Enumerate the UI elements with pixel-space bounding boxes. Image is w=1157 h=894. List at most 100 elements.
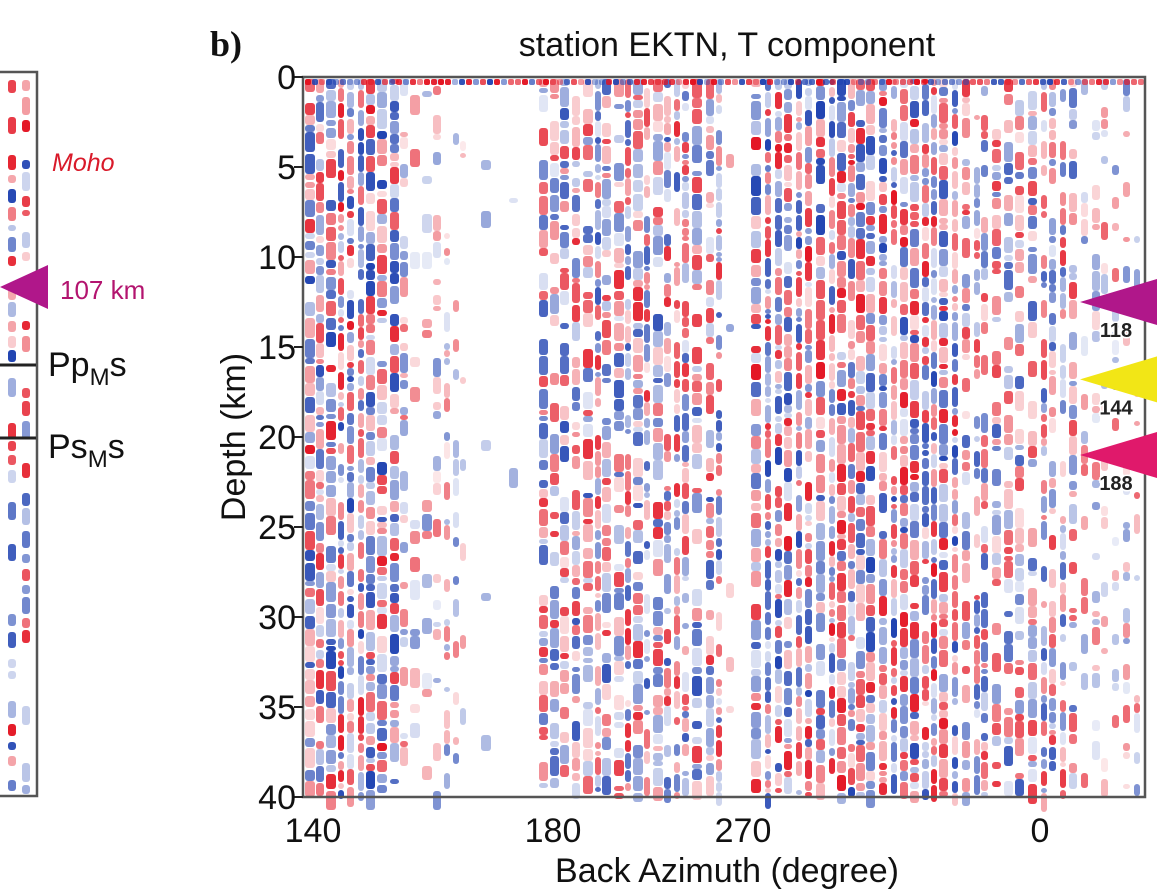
positive-amplitude [326, 421, 336, 440]
positive-amplitude [602, 295, 611, 301]
negative-amplitude [952, 677, 958, 697]
positive-amplitude [992, 351, 1001, 365]
negative-amplitude [1134, 269, 1140, 289]
positive-amplitude [431, 79, 437, 85]
positive-amplitude [347, 119, 354, 134]
negative-amplitude [1069, 273, 1077, 280]
negative-amplitude [866, 632, 875, 652]
positive-amplitude [674, 342, 680, 359]
negative-amplitude [1092, 673, 1100, 688]
negative-amplitude [602, 179, 611, 199]
negative-amplitude [837, 96, 846, 101]
positive-amplitude [305, 189, 315, 200]
negative-amplitude [706, 99, 714, 116]
positive-amplitude [347, 589, 354, 595]
negative-amplitude [935, 79, 941, 85]
negative-amplitude [625, 100, 631, 112]
negative-amplitude [1049, 342, 1056, 351]
negative-amplitude [316, 690, 324, 704]
positive-amplitude [1123, 182, 1130, 197]
positive-amplitude [952, 171, 958, 189]
negative-amplitude [572, 667, 580, 672]
negative-amplitude [560, 497, 569, 512]
negative-amplitude [326, 90, 336, 101]
negative-amplitude [992, 446, 1001, 451]
positive-amplitude [560, 375, 569, 386]
negative-amplitude [1041, 388, 1047, 403]
positive-amplitude [879, 473, 887, 481]
negative-amplitude [837, 551, 846, 561]
positive-amplitude [1041, 515, 1047, 520]
negative-amplitude [866, 752, 875, 771]
positive-amplitude [962, 327, 970, 339]
positive-amplitude [1041, 360, 1047, 380]
positive-amplitude [716, 262, 722, 280]
negative-amplitude [805, 699, 812, 717]
positive-amplitude [805, 262, 812, 281]
negative-amplitude [796, 667, 802, 687]
negative-amplitude [1092, 331, 1100, 342]
negative-amplitude [879, 128, 887, 133]
positive-amplitude [716, 688, 722, 696]
positive-amplitude [716, 612, 722, 631]
positive-amplitude [316, 236, 324, 243]
negative-amplitude [326, 383, 336, 397]
positive-amplitude [326, 213, 336, 225]
positive-amplitude [796, 352, 802, 371]
negative-amplitude [866, 268, 875, 275]
negative-amplitude [879, 392, 887, 408]
positive-amplitude [664, 629, 671, 644]
positive-amplitude [784, 744, 792, 749]
negative-amplitude [962, 274, 970, 288]
negative-amplitude [377, 517, 387, 522]
positive-amplitude [751, 490, 761, 501]
positive-amplitude [992, 723, 1001, 735]
positive-amplitude [1112, 570, 1119, 581]
x-tick-label: 180 [525, 812, 582, 850]
negative-amplitude [366, 712, 375, 721]
positive-amplitude [358, 314, 364, 327]
positive-amplitude [952, 622, 958, 641]
negative-amplitude [444, 744, 450, 756]
negative-amplitude [644, 492, 650, 498]
negative-amplitude [583, 137, 593, 145]
positive-amplitude [1081, 516, 1088, 530]
positive-amplitude [400, 343, 408, 351]
positive-amplitude [460, 635, 466, 649]
negative-amplitude [358, 772, 364, 791]
negative-amplitude [1123, 638, 1130, 644]
positive-amplitude [539, 410, 548, 415]
negative-amplitude [1123, 482, 1130, 495]
negative-amplitude [879, 700, 887, 713]
positive-amplitude [644, 390, 650, 402]
positive-amplitude [316, 553, 324, 570]
negative-amplitude [751, 382, 761, 397]
positive-amplitude [856, 783, 865, 791]
positive-amplitude [664, 116, 671, 123]
positive-amplitude [931, 443, 937, 454]
negative-amplitude [848, 787, 855, 797]
positive-amplitude [962, 563, 970, 583]
positive-amplitude [1123, 237, 1130, 242]
negative-amplitude [682, 672, 689, 692]
negative-amplitude [922, 423, 929, 443]
positive-amplitude [837, 444, 846, 464]
positive-amplitude [648, 79, 654, 85]
positive-amplitude [829, 269, 835, 284]
positive-amplitude [319, 79, 325, 85]
positive-amplitude [664, 696, 671, 706]
negative-amplitude [962, 304, 970, 311]
positive-amplitude [572, 432, 580, 437]
negative-amplitude [866, 155, 875, 170]
positive-amplitude [1101, 779, 1108, 797]
negative-amplitude [879, 79, 885, 85]
positive-amplitude [1092, 224, 1100, 230]
negative-amplitude [614, 316, 624, 321]
positive-amplitude [900, 225, 908, 235]
negative-amplitude [1028, 198, 1037, 205]
negative-amplitude [633, 684, 643, 704]
positive-amplitude [848, 753, 855, 768]
positive-amplitude [900, 569, 908, 580]
positive-amplitude [981, 322, 988, 334]
negative-amplitude [633, 503, 643, 508]
